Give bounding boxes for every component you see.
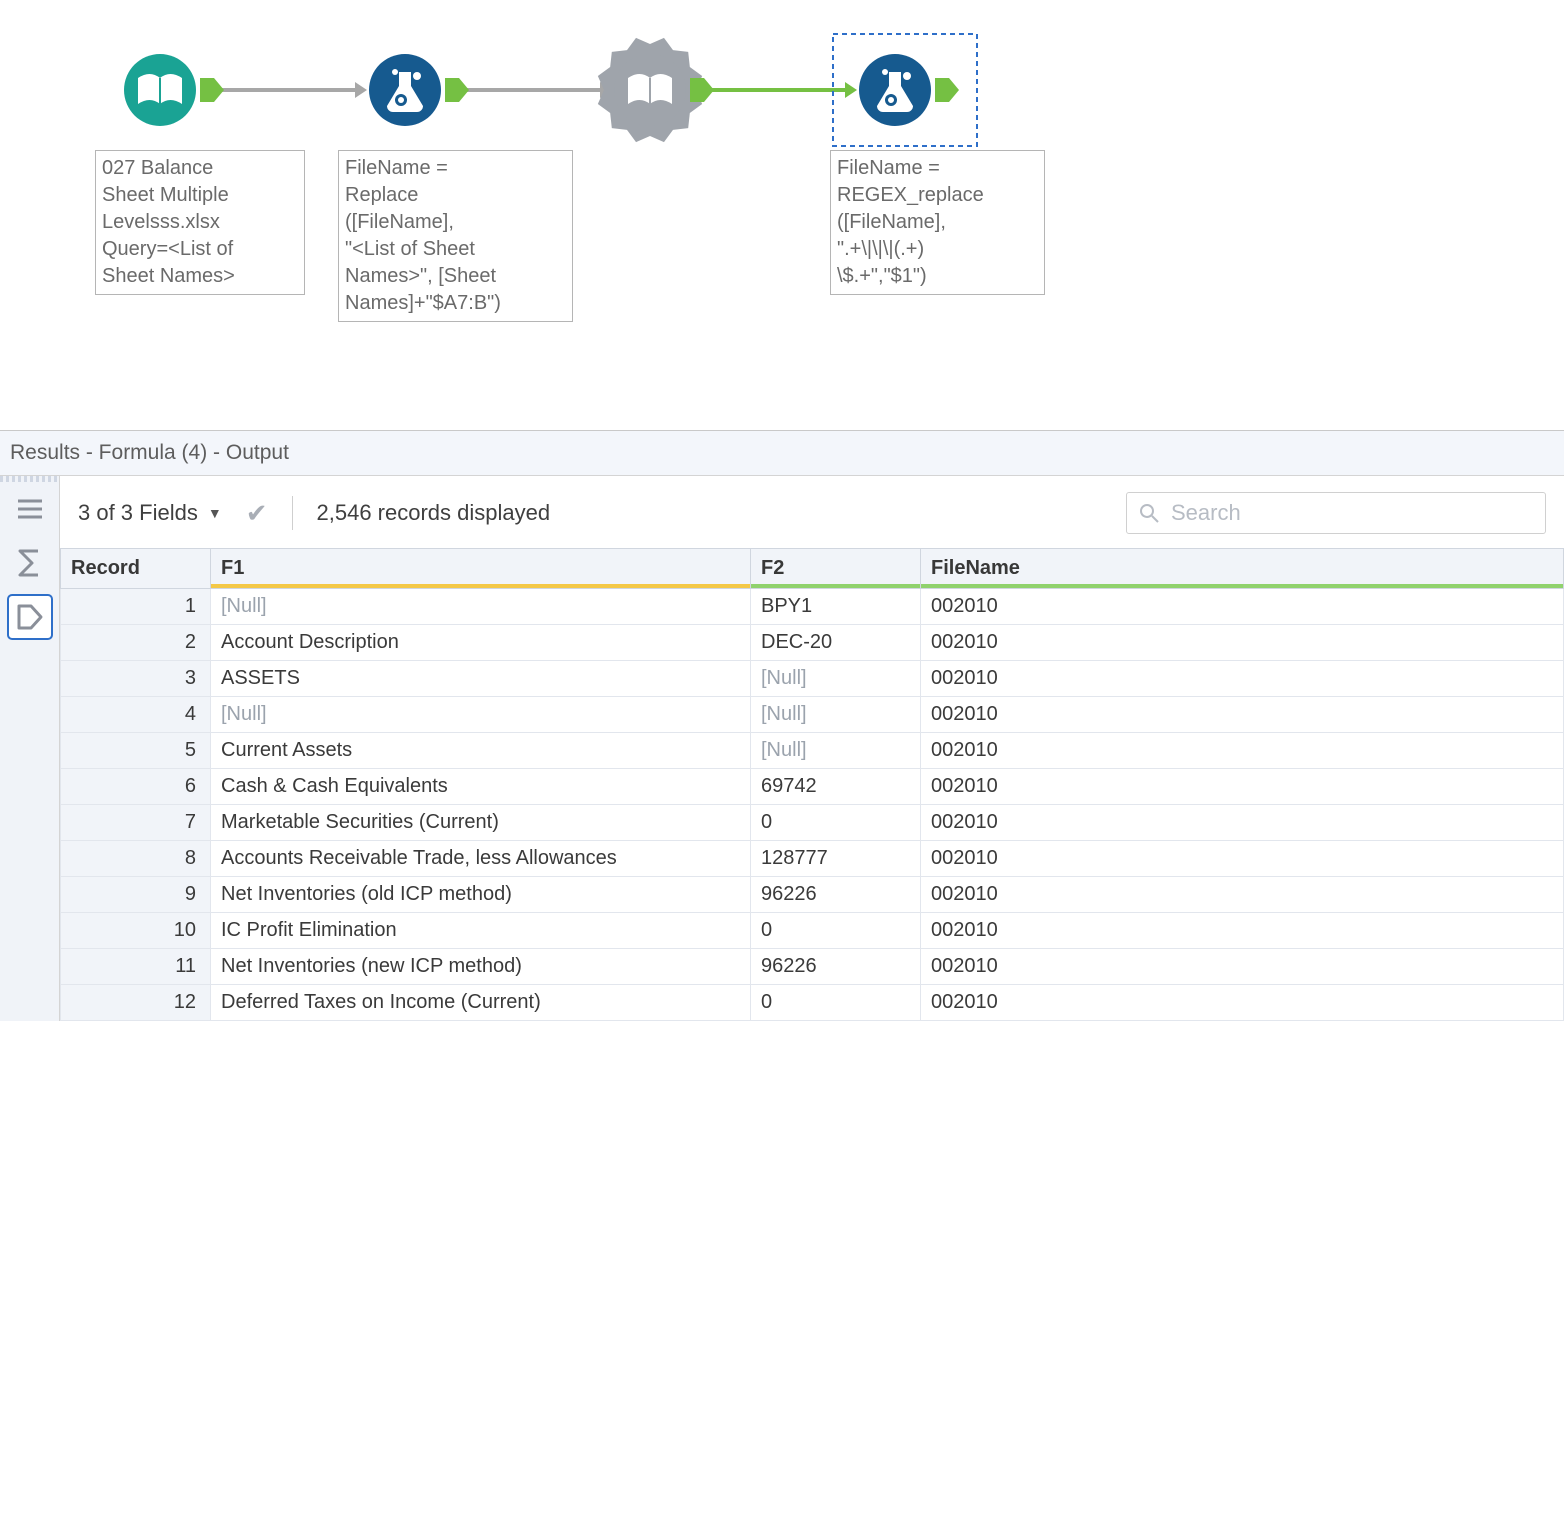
- toolbar-separator: [292, 496, 293, 530]
- cell-filename: 002010: [921, 949, 1564, 985]
- cell-record: 4: [61, 697, 211, 733]
- cell-filename: 002010: [921, 913, 1564, 949]
- cell-f2: 128777: [751, 841, 921, 877]
- results-title: Results - Formula (4) - Output: [0, 431, 1564, 476]
- cell-record: 5: [61, 733, 211, 769]
- cell-record: 10: [61, 913, 211, 949]
- cell-f1: Net Inventories (old ICP method): [211, 877, 751, 913]
- cell-f1: Accounts Receivable Trade, less Allowanc…: [211, 841, 751, 877]
- table-row[interactable]: 9Net Inventories (old ICP method)9622600…: [61, 877, 1564, 913]
- search-icon: [1139, 503, 1159, 523]
- search-input[interactable]: [1169, 499, 1533, 527]
- col-header-record[interactable]: Record: [61, 549, 211, 589]
- cell-filename: 002010: [921, 805, 1564, 841]
- cell-f2: 0: [751, 805, 921, 841]
- cell-filename: 002010: [921, 769, 1564, 805]
- node-annotation-formula2[interactable]: FileName = REGEX_replace ([FileName], ".…: [830, 150, 1045, 295]
- results-main: 3 of 3 Fields ▼ ✔ 2,546 records displaye…: [60, 476, 1564, 1021]
- apply-check-icon[interactable]: ✔: [246, 498, 268, 529]
- col-header-filename[interactable]: FileName: [921, 549, 1564, 589]
- cell-filename: 002010: [921, 589, 1564, 625]
- cell-f1: [Null]: [211, 589, 751, 625]
- table-row[interactable]: 1[Null]BPY1002010: [61, 589, 1564, 625]
- cell-record: 8: [61, 841, 211, 877]
- col-header-f2[interactable]: F2: [751, 549, 921, 589]
- cell-filename: 002010: [921, 985, 1564, 1021]
- cell-record: 9: [61, 877, 211, 913]
- cell-filename: 002010: [921, 697, 1564, 733]
- cell-record: 11: [61, 949, 211, 985]
- cell-filename: 002010: [921, 625, 1564, 661]
- cell-f2: [Null]: [751, 733, 921, 769]
- cell-f2: 69742: [751, 769, 921, 805]
- table-row[interactable]: 11Net Inventories (new ICP method)962260…: [61, 949, 1564, 985]
- output-port[interactable]: [200, 78, 224, 102]
- chevron-down-icon: ▼: [208, 505, 222, 521]
- search-box[interactable]: [1126, 492, 1546, 534]
- cell-record: 1: [61, 589, 211, 625]
- table-header-row: RecordF1F2FileName: [61, 549, 1564, 589]
- cell-filename: 002010: [921, 877, 1564, 913]
- cell-filename: 002010: [921, 841, 1564, 877]
- cell-f1: [Null]: [211, 697, 751, 733]
- cell-f2: [Null]: [751, 697, 921, 733]
- cell-record: 6: [61, 769, 211, 805]
- workflow-canvas[interactable]: 027 Balance Sheet Multiple Levelsss.xlsx…: [0, 0, 1564, 430]
- cell-f1: IC Profit Elimination: [211, 913, 751, 949]
- cell-f1: Deferred Taxes on Income (Current): [211, 985, 751, 1021]
- cell-f2: DEC-20: [751, 625, 921, 661]
- table-row[interactable]: 5Current Assets[Null]002010: [61, 733, 1564, 769]
- cell-f1: Marketable Securities (Current): [211, 805, 751, 841]
- output-port[interactable]: [935, 78, 959, 102]
- cell-f2: BPY1: [751, 589, 921, 625]
- table-row[interactable]: 3ASSETS[Null]002010: [61, 661, 1564, 697]
- workflow-node-formula1[interactable]: [369, 54, 469, 126]
- cell-f1: ASSETS: [211, 661, 751, 697]
- table-body: 1[Null]BPY10020102Account DescriptionDEC…: [61, 589, 1564, 1021]
- cell-f1: Cash & Cash Equivalents: [211, 769, 751, 805]
- cell-record: 12: [61, 985, 211, 1021]
- results-gutter: [0, 476, 60, 1021]
- records-summary: 2,546 records displayed: [317, 500, 551, 526]
- cell-f1: Current Assets: [211, 733, 751, 769]
- results-toolbar: 3 of 3 Fields ▼ ✔ 2,546 records displaye…: [60, 476, 1564, 548]
- cell-record: 2: [61, 625, 211, 661]
- cell-record: 3: [61, 661, 211, 697]
- node-annotation-input[interactable]: 027 Balance Sheet Multiple Levelsss.xlsx…: [95, 150, 305, 295]
- tag-icon[interactable]: [9, 596, 51, 638]
- cell-f1: Account Description: [211, 625, 751, 661]
- cell-f2: 0: [751, 913, 921, 949]
- results-table: RecordF1F2FileName 1[Null]BPY10020102Acc…: [60, 548, 1564, 1021]
- cell-f1: Net Inventories (new ICP method): [211, 949, 751, 985]
- table-row[interactable]: 2Account DescriptionDEC-20002010: [61, 625, 1564, 661]
- output-port[interactable]: [445, 78, 469, 102]
- output-port[interactable]: [690, 78, 714, 102]
- sigma-icon[interactable]: [9, 542, 51, 584]
- fields-summary: 3 of 3 Fields: [78, 500, 198, 526]
- table-row[interactable]: 7Marketable Securities (Current)0002010: [61, 805, 1564, 841]
- col-header-f1[interactable]: F1: [211, 549, 751, 589]
- cell-f2: 96226: [751, 949, 921, 985]
- cell-f2: 0: [751, 985, 921, 1021]
- results-panel: Results - Formula (4) - Output: [0, 430, 1564, 1021]
- rows-icon[interactable]: [9, 488, 51, 530]
- cell-f2: [Null]: [751, 661, 921, 697]
- table-row[interactable]: 8Accounts Receivable Trade, less Allowan…: [61, 841, 1564, 877]
- fields-dropdown[interactable]: 3 of 3 Fields ▼: [78, 500, 222, 526]
- cell-f2: 96226: [751, 877, 921, 913]
- table-row[interactable]: 6Cash & Cash Equivalents69742002010: [61, 769, 1564, 805]
- cell-filename: 002010: [921, 733, 1564, 769]
- workflow-node-dynamic-input[interactable]: [598, 38, 714, 142]
- table-row[interactable]: 10IC Profit Elimination0002010: [61, 913, 1564, 949]
- cell-record: 7: [61, 805, 211, 841]
- table-row[interactable]: 12Deferred Taxes on Income (Current)0002…: [61, 985, 1564, 1021]
- node-annotation-formula1[interactable]: FileName = Replace ([FileName], "<List o…: [338, 150, 573, 322]
- workflow-node-input[interactable]: [124, 54, 224, 126]
- cell-filename: 002010: [921, 661, 1564, 697]
- table-row[interactable]: 4[Null][Null]002010: [61, 697, 1564, 733]
